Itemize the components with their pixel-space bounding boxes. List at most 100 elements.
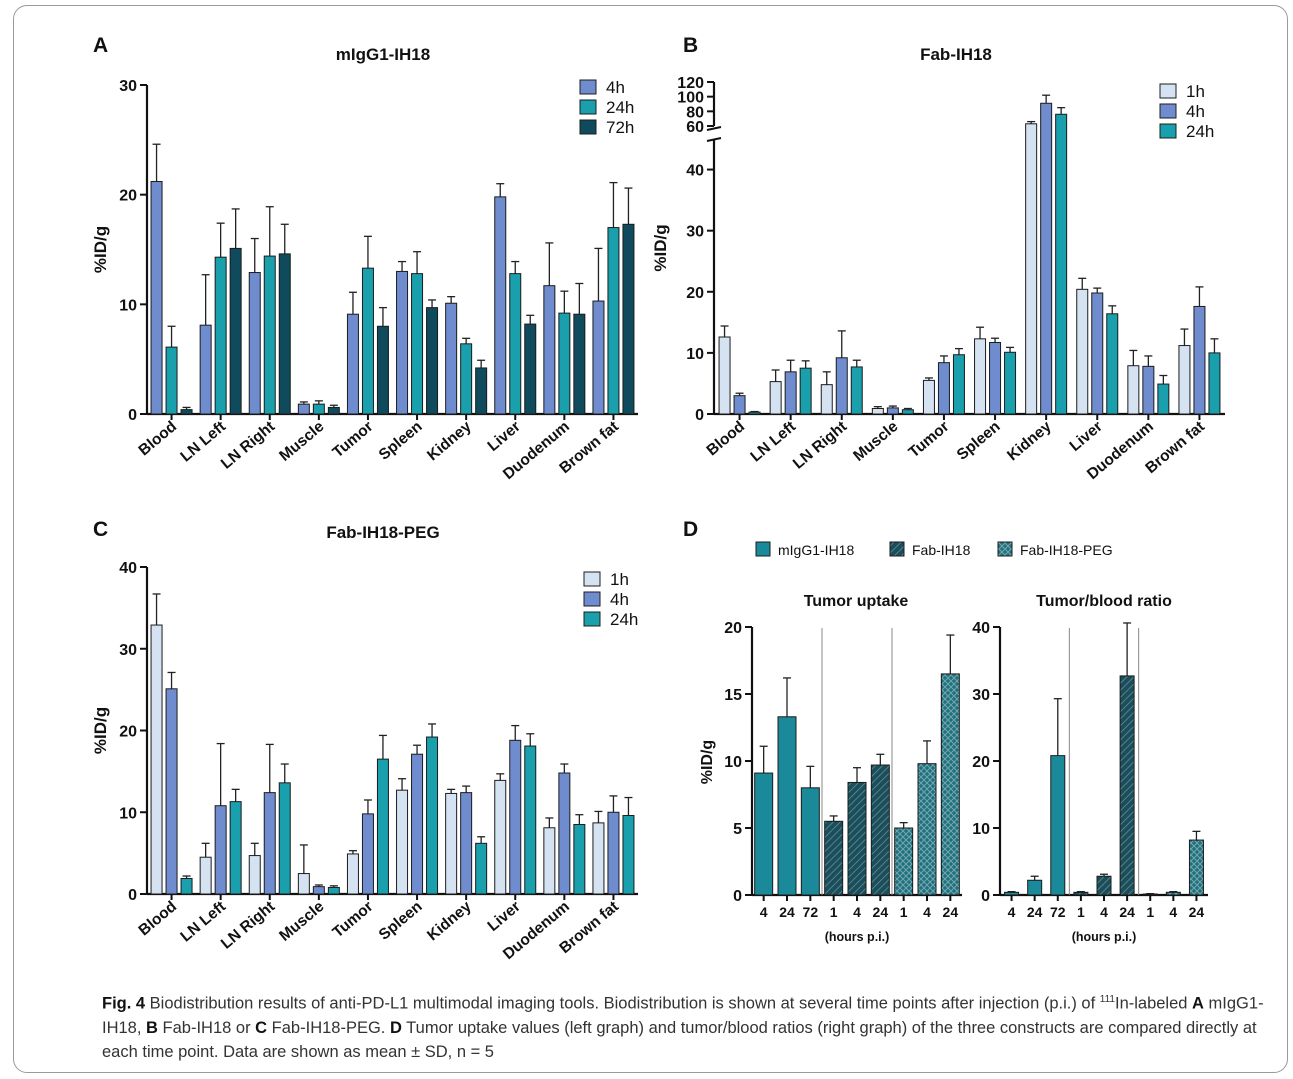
x-tick-label: Blood	[704, 418, 749, 459]
bar	[249, 856, 260, 894]
bar	[941, 674, 959, 895]
caption-text-2: In-labeled	[1115, 995, 1192, 1013]
x-tick-label: 24	[1189, 904, 1205, 920]
legend-swatch	[580, 120, 596, 134]
bar	[975, 339, 986, 414]
y-axis-label: %ID/g	[91, 226, 110, 273]
bar	[298, 404, 309, 414]
bar	[427, 308, 438, 414]
bar	[938, 363, 949, 414]
x-axis-label: (hours p.i.)	[825, 930, 890, 944]
y-axis-tick-label: 40	[119, 560, 137, 577]
bar	[1179, 346, 1190, 414]
legend-label: 24h	[610, 610, 638, 629]
panel-letter: A	[93, 34, 108, 57]
bar	[1074, 892, 1088, 895]
bar	[166, 689, 177, 894]
x-tick-label: Muscle	[276, 898, 327, 945]
figure-caption: Fig. 4 Biodistribution results of anti-P…	[102, 988, 1272, 1064]
y-axis-tick-label: 15	[724, 687, 742, 704]
caption-text-5: Fab-IH18-PEG.	[267, 1019, 390, 1037]
bar	[1077, 289, 1088, 414]
bar	[1005, 352, 1016, 414]
bar	[544, 828, 555, 894]
bar	[264, 256, 275, 414]
bar	[785, 372, 796, 414]
bar	[461, 793, 472, 894]
bar	[181, 410, 192, 414]
chart-title: Fab-IH18-PEG	[326, 523, 439, 542]
bar	[347, 314, 358, 414]
bar	[397, 790, 408, 894]
bar	[476, 368, 487, 414]
caption-ref-d: D	[390, 1019, 402, 1037]
bar	[1158, 384, 1169, 414]
bar	[446, 793, 457, 894]
bar	[1209, 353, 1220, 414]
bar	[801, 788, 819, 895]
bar	[328, 407, 339, 414]
bar	[593, 823, 604, 894]
bar	[412, 754, 423, 894]
caption-label: Fig. 4	[102, 995, 145, 1013]
legend-swatch	[580, 80, 596, 94]
bar	[848, 782, 866, 895]
caption-superscript: 111	[1100, 994, 1115, 1005]
bar	[719, 337, 730, 414]
bar	[328, 887, 339, 894]
bar	[397, 271, 408, 414]
legend-label: 24h	[606, 98, 634, 117]
bar	[200, 325, 211, 414]
bar	[559, 773, 570, 894]
bar	[510, 740, 521, 894]
y-axis-tick-label: 40	[686, 163, 704, 180]
bar	[1143, 366, 1154, 414]
legend-label: 24h	[1186, 122, 1214, 141]
legend-label: 4h	[610, 590, 629, 609]
bar	[953, 355, 964, 414]
bar	[279, 783, 290, 894]
bar	[476, 843, 487, 894]
y-axis-tick-label: 30	[119, 78, 137, 95]
bar	[1028, 880, 1042, 895]
caption-ref-b: B	[146, 1019, 158, 1037]
bar	[770, 382, 781, 414]
bar	[377, 759, 388, 894]
y-axis-upper-tick-label: 80	[686, 104, 704, 121]
bar	[200, 857, 211, 894]
x-tick-label: 1	[900, 904, 908, 920]
x-tick-label: Spleen	[954, 418, 1004, 464]
x-tick-label: Tumor	[330, 418, 377, 461]
x-tick-label: 24	[873, 904, 889, 920]
x-tick-label: Muscle	[850, 418, 901, 465]
legend-label: 72h	[606, 118, 634, 137]
bar	[836, 358, 847, 414]
bar	[923, 380, 934, 414]
y-axis-tick-label: 20	[119, 188, 137, 205]
legend-swatch	[1160, 124, 1176, 138]
bar	[544, 286, 555, 414]
bar	[734, 396, 745, 414]
bar	[1051, 756, 1065, 895]
legend-label: 4h	[1186, 102, 1205, 121]
y-axis-tick-label: 30	[972, 687, 990, 704]
x-tick-label: LN Right	[218, 898, 278, 953]
bar	[990, 343, 1001, 415]
bar	[1005, 892, 1019, 895]
caption-text-4: Fab-IH18 or	[158, 1019, 255, 1037]
bar	[495, 780, 506, 894]
x-tick-label: Liver	[1067, 418, 1106, 455]
caption-text-1: Biodistribution results of anti-PD-L1 mu…	[145, 995, 1100, 1013]
legend-swatch	[584, 612, 600, 626]
chart-title: Fab-IH18	[920, 45, 992, 64]
x-tick-label: 24	[1027, 904, 1043, 920]
bar	[347, 854, 358, 894]
legend-swatch	[1160, 84, 1176, 98]
bar	[623, 224, 634, 414]
bar	[525, 324, 536, 414]
y-axis-tick-label: 30	[686, 224, 704, 241]
bar	[230, 248, 241, 414]
bar	[1166, 892, 1180, 895]
bar	[230, 802, 241, 894]
